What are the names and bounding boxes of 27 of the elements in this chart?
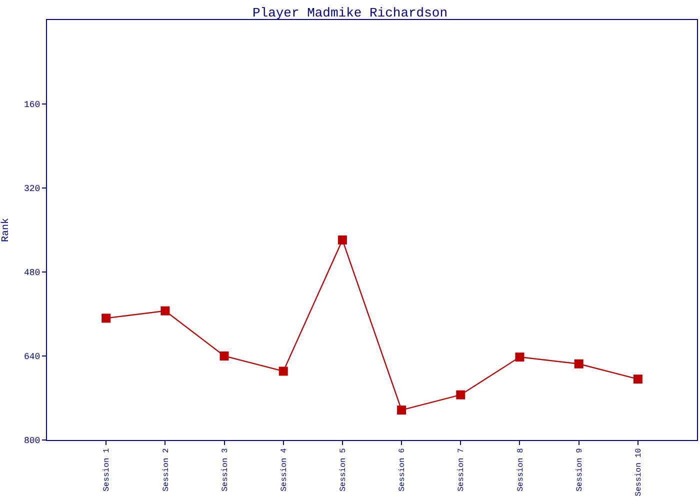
x-tick-label: Session 7 — [457, 448, 466, 492]
x-tick-label: Session 1 — [102, 448, 112, 492]
y-tick-label: 160 — [24, 100, 40, 110]
point — [633, 374, 642, 384]
y-axis-title: Rank — [0, 218, 12, 242]
x-tick-label: Session 2 — [162, 448, 171, 492]
point — [220, 352, 229, 360]
x-tick-label: Session 10 — [634, 448, 644, 496]
point — [574, 359, 584, 368]
point — [160, 306, 170, 316]
x-tick-label: Session 8 — [516, 448, 526, 492]
x-tick-label: Session 4 — [280, 448, 289, 492]
x-tick-label: Session 9 — [575, 448, 584, 492]
x-tick-label: Session 3 — [220, 448, 230, 492]
point — [102, 314, 111, 323]
point — [338, 235, 347, 244]
point — [456, 390, 466, 400]
y-tick-label: 480 — [24, 268, 40, 278]
y-tick-label: 800 — [24, 436, 40, 446]
y-tick-label: 320 — [24, 184, 40, 194]
point — [515, 352, 524, 362]
x-tick-label: Session 5 — [339, 448, 348, 492]
chart-title: Player Madmike Richardson — [252, 6, 448, 21]
x-tick-label: Session 6 — [398, 448, 408, 492]
point — [397, 406, 406, 415]
y-tick-label: 640 — [24, 352, 40, 362]
point — [278, 366, 288, 376]
